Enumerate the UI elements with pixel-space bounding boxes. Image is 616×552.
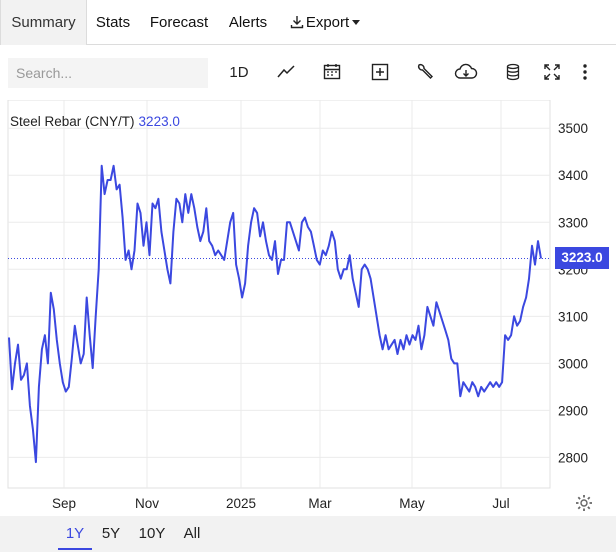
x-tick-label: Sep [52,496,76,511]
x-tick-label: May [399,496,425,511]
tab-stats[interactable]: Stats [87,0,139,45]
search-input[interactable] [8,58,208,88]
y-tick-label: 3100 [558,309,588,324]
interval-button[interactable]: 1D [226,59,252,85]
range-5y[interactable]: 5Y [96,516,126,550]
tab-summary[interactable]: Summary [0,0,87,45]
download-data-button[interactable] [452,59,480,85]
range-10y-label: 10Y [138,525,166,542]
tab-alerts-label: Alerts [228,14,268,31]
range-all-label: All [183,525,201,542]
plus-box-icon [371,63,389,81]
compare-button[interactable] [366,59,394,85]
data-button[interactable] [499,59,527,85]
tab-summary-label: Summary [11,14,76,31]
line-chart-icon [277,65,295,78]
top-tabs: Summary Stats Forecast Alerts Export [0,0,616,45]
plot-frame [7,100,551,489]
chart-type-button[interactable] [272,59,300,85]
tools-button[interactable] [411,59,439,85]
range-all[interactable]: All [178,516,206,550]
x-tick-label: Nov [135,496,159,511]
database-icon [506,63,520,81]
x-tick-label: 2025 [226,496,256,511]
grid-lines [7,100,551,489]
tab-forecast[interactable]: Forecast [143,0,215,45]
y-tick-label: 2800 [558,450,588,465]
legend-series-name: Steel Rebar (CNY/T) [10,114,135,129]
calendar-icon [323,64,341,80]
legend-series-value: 3223.0 [138,114,180,129]
tab-forecast-label: Forecast [149,14,209,31]
range-5y-label: 5Y [101,525,121,542]
tab-alerts[interactable]: Alerts [222,0,274,45]
chart-canvas: Sep Nov 2025 Mar May Jul 35003400330032003100… [7,100,588,511]
range-10y[interactable]: 10Y [133,516,171,550]
interval-label: 1D [229,63,249,81]
chart-toolbar: 1D [0,56,616,88]
y-tick-label: 3000 [558,356,588,371]
x-axis-labels: Sep Nov 2025 Mar May Jul [52,496,510,511]
download-icon [290,15,304,28]
range-1y[interactable]: 1Y [58,516,92,550]
gear-icon[interactable] [574,493,594,513]
y-tick-label: 3500 [558,121,588,136]
fullscreen-icon [544,64,560,80]
tab-export[interactable]: Export [282,0,368,45]
price-series-line [8,164,542,464]
tab-export-label: Export [305,14,350,31]
y-tick-label: 2900 [558,403,588,418]
last-price-badge: 3223.0 [555,247,609,270]
more-button[interactable] [575,59,595,85]
chevron-down-icon [352,19,361,25]
wrench-icon [417,63,433,79]
y-tick-label: 3400 [558,168,588,183]
range-1y-label: 1Y [65,525,85,542]
y-tick-label: 3300 [558,215,588,230]
fullscreen-button[interactable] [538,59,566,85]
range-selector: 1Y 5Y 10Y All [0,516,616,552]
x-tick-label: Mar [308,496,332,511]
more-vertical-icon [583,64,587,80]
date-range-button[interactable] [318,59,346,85]
tab-stats-label: Stats [95,14,131,31]
cloud-download-icon [454,63,478,79]
price-chart[interactable]: Sep Nov 2025 Mar May Jul 3500 3400 3300 3200 3100… [0,100,616,514]
x-tick-label: Jul [492,496,509,511]
chart-legend: Steel Rebar (CNY/T) 3223.0 [10,114,180,129]
